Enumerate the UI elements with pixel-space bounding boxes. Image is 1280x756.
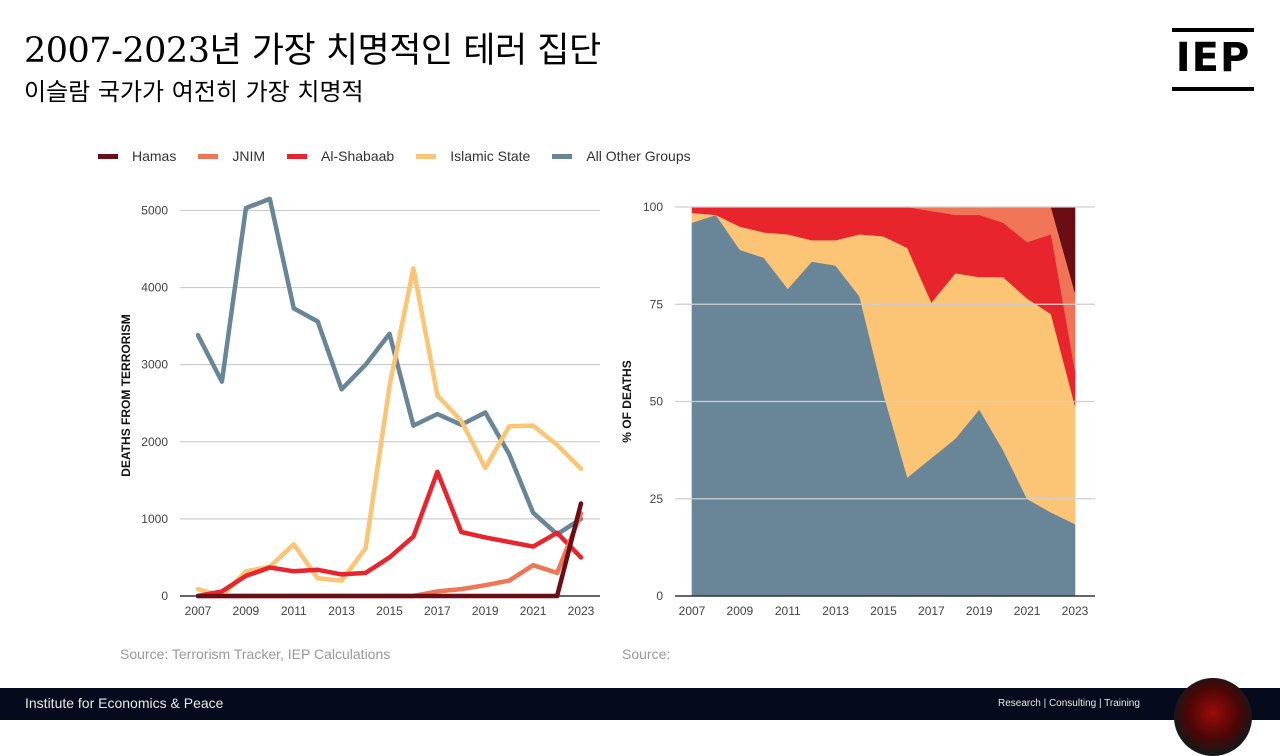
x-tick-label: 2013: [822, 604, 849, 618]
y-tick-label: 75: [650, 297, 664, 311]
x-tick-label: 2015: [870, 604, 897, 618]
series-line-all-other-groups: [195, 196, 584, 537]
series-line-hamas: [195, 501, 584, 599]
logo-bottom-rule: [1172, 87, 1254, 91]
page-title: 2007-2023년 가장 치명적인 테러 집단: [24, 31, 601, 71]
logo-top-rule: [1172, 28, 1254, 32]
footer-org-name: Institute for Economics & Peace: [25, 695, 224, 711]
x-tick-label: 2013: [328, 604, 355, 618]
legend-label: Al-Shabaab: [321, 148, 395, 164]
legend-swatch: [287, 153, 308, 159]
legend-item-al-shabaab: Al-Shabaab: [287, 148, 394, 164]
y-tick-label: 4000: [141, 281, 168, 295]
x-tick-label: 2007: [185, 604, 212, 618]
y-tick-label: 25: [650, 492, 664, 506]
page-subtitle: 이슬람 국가가 여전히 가장 치명적: [24, 78, 364, 106]
x-tick-label: 2023: [1062, 604, 1089, 618]
series-line-al-shabaab: [195, 469, 584, 599]
legend-swatch: [552, 153, 573, 159]
legend-label: JNIM: [232, 148, 266, 164]
x-tick-label: 2009: [233, 604, 260, 618]
y-tick-label: 100: [643, 200, 663, 214]
legend-item-jnim: JNIM: [198, 148, 265, 164]
x-tick-label: 2023: [568, 604, 595, 618]
deaths-line-chart: 0 1000 2000 3000 4000 5000 2007 2009 2011 2013 201…: [119, 196, 600, 618]
chart-legend: Hamas JNIM Al-Shabaab Islamic State All …: [98, 146, 713, 166]
x-tick-label: 2009: [727, 604, 754, 618]
legend-label: All Other Groups: [586, 148, 691, 164]
legend-item-hamas: Hamas: [98, 148, 176, 164]
y-tick-label: 2000: [141, 435, 168, 449]
x-tick-label: 2007: [679, 604, 706, 618]
x-tick-label: 2011: [775, 604, 801, 618]
legend-label: Hamas: [132, 148, 177, 164]
legend-item-all-other-groups: All Other Groups: [552, 148, 691, 164]
legend-swatch: [98, 153, 118, 159]
legend-label: Islamic State: [450, 148, 531, 164]
record-button-icon: [1174, 678, 1252, 756]
footer-tagline: Research | Consulting | Training: [998, 698, 1140, 709]
y-tick-label: 0: [656, 589, 663, 603]
x-tick-label: 2017: [918, 604, 945, 618]
right-chart-source: Source:: [622, 646, 671, 662]
y-tick-label: 3000: [141, 358, 168, 372]
x-tick-label: 2017: [424, 604, 451, 618]
y-axis-label: % OF DEATHS: [620, 360, 634, 442]
y-tick-label: 0: [161, 589, 168, 603]
legend-swatch: [416, 153, 437, 159]
x-tick-label: 2019: [472, 604, 499, 618]
x-tick-label: 2011: [281, 604, 307, 618]
y-tick-label: 1000: [141, 512, 168, 526]
x-tick-label: 2015: [376, 604, 403, 618]
left-chart-source: Source: Terrorism Tracker, IEP Calculati…: [120, 646, 391, 662]
y-tick-label: 50: [650, 395, 664, 409]
legend-swatch: [198, 153, 219, 159]
share-area-chart: 0 25 50 75 100 2007 2009 2011 2013 2015 2017 2019 20…: [620, 200, 1095, 618]
legend-item-islamic-state: Islamic State: [416, 148, 530, 164]
iep-logo: IEP: [1172, 28, 1254, 92]
x-tick-label: 2021: [520, 604, 547, 618]
logo-text: IEP: [1175, 35, 1251, 81]
y-axis-label: DEATHS FROM TERRORISM: [119, 314, 133, 476]
y-tick-label: 5000: [141, 203, 168, 217]
x-tick-label: 2021: [1014, 604, 1041, 618]
x-tick-label: 2019: [966, 604, 993, 618]
footer-bar: Institute for Economics & Peace Research…: [0, 688, 1280, 720]
